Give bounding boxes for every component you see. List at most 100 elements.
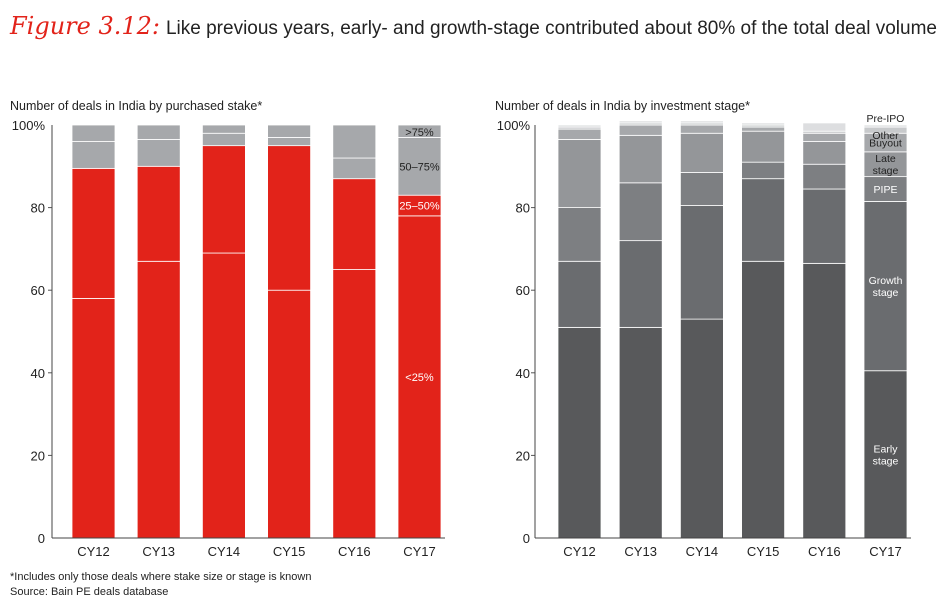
- bar-segment: [332, 124, 377, 159]
- x-tick-label: CY12: [563, 544, 596, 559]
- chart-title: Number of deals in India by purchased st…: [10, 99, 262, 113]
- bar-segment: [802, 141, 847, 165]
- bar-segment: [557, 128, 602, 140]
- bar-segment: [201, 145, 246, 254]
- bar-segment: [679, 124, 724, 134]
- bar-segment: [201, 252, 246, 539]
- y-tick-label: 100%: [497, 118, 531, 133]
- series-label: <25%: [405, 372, 434, 384]
- bar-segment: [741, 126, 786, 132]
- x-tick-label: CY14: [686, 544, 719, 559]
- x-tick-label: CY16: [338, 544, 371, 559]
- bar-segment: [267, 124, 312, 138]
- bar-segment: [741, 260, 786, 539]
- source-note: Source: Bain PE deals database: [10, 586, 169, 598]
- bar-segment: [136, 165, 181, 262]
- x-tick-label: CY13: [624, 544, 657, 559]
- x-tick-label: CY12: [77, 544, 110, 559]
- bar-segment: [802, 122, 847, 132]
- bar-segment: [679, 172, 724, 206]
- bar-segment: [741, 178, 786, 262]
- series-label: Buyout: [869, 138, 902, 150]
- bar-segment: [267, 289, 312, 539]
- y-tick-label: 20: [31, 448, 45, 463]
- y-tick-label: 20: [516, 448, 530, 463]
- y-tick-label: 0: [38, 531, 45, 546]
- bar-segment: [618, 124, 663, 136]
- x-tick-label: CY16: [808, 544, 841, 559]
- bar-segment: [618, 120, 663, 124]
- series-label: 25–50%: [399, 201, 440, 213]
- stage-chart: Number of deals in India by investment s…: [495, 99, 911, 559]
- bar-segment: [802, 163, 847, 190]
- bar-segment: [332, 178, 377, 270]
- bar-segment: [802, 132, 847, 142]
- x-tick-label: CY13: [142, 544, 175, 559]
- bar-segment: [741, 122, 786, 126]
- bar-segment: [136, 260, 181, 539]
- bar-segment: [741, 161, 786, 180]
- series-label: Other: [872, 130, 899, 142]
- bar-segment: [863, 370, 908, 539]
- x-tick-label: CY14: [208, 544, 241, 559]
- bar-segment: [679, 318, 724, 539]
- x-tick-label: CY17: [403, 544, 436, 559]
- bar-segment: [679, 120, 724, 124]
- footnote: *Includes only those deals where stake s…: [10, 571, 312, 583]
- bar-segment: [802, 262, 847, 539]
- figure-title: Figure 3.12: Like previous years, early- …: [10, 12, 937, 40]
- y-tick-label: 60: [516, 283, 530, 298]
- bar-segment: [397, 136, 442, 196]
- series-label: Late stage: [873, 153, 899, 177]
- series-label: PIPE: [874, 184, 898, 196]
- bar-segment: [267, 136, 312, 147]
- bar-segment: [71, 141, 116, 169]
- bar-segment: [741, 130, 786, 163]
- series-label: Growth stage: [869, 275, 903, 299]
- y-tick-label: 80: [31, 201, 45, 216]
- x-tick-label: CY15: [273, 544, 306, 559]
- series-label: Pre-IPO: [867, 113, 905, 125]
- chart-title: Number of deals in India by investment s…: [495, 99, 750, 113]
- bar-segment: [136, 124, 181, 140]
- bar-segment: [802, 188, 847, 264]
- bar-segment: [267, 145, 312, 291]
- y-tick-label: 60: [31, 283, 45, 298]
- bar-segment: [557, 124, 602, 128]
- series-label: >75%: [405, 127, 434, 139]
- bar-segment: [71, 124, 116, 142]
- bar-segment: [397, 124, 442, 138]
- bar-segment: [863, 176, 908, 202]
- bar-segment: [71, 167, 116, 299]
- bar-segment: [557, 207, 602, 262]
- bar-segment: [618, 134, 663, 184]
- figure-headline: Like previous years, early- and growth-s…: [165, 18, 937, 39]
- bar-segment: [557, 326, 602, 539]
- bar-segment: [679, 205, 724, 320]
- y-tick-label: 100%: [12, 118, 46, 133]
- y-tick-label: 80: [516, 201, 530, 216]
- y-tick-label: 0: [523, 531, 530, 546]
- stake-chart: Number of deals in India by purchased st…: [10, 99, 445, 559]
- x-tick-label: CY17: [869, 544, 902, 559]
- x-tick-label: CY15: [747, 544, 780, 559]
- series-label: Early stage: [873, 443, 899, 467]
- bar-segment: [557, 260, 602, 328]
- bar-segment: [618, 326, 663, 539]
- y-tick-label: 40: [516, 366, 530, 381]
- series-label: 50–75%: [399, 161, 440, 173]
- bar-segment: [332, 157, 377, 180]
- bar-segment: [201, 124, 246, 134]
- bar-segment: [679, 132, 724, 173]
- y-tick-label: 40: [31, 366, 45, 381]
- bar-segment: [557, 139, 602, 208]
- bar-segment: [863, 124, 908, 128]
- bar-segment: [201, 132, 246, 147]
- bar-segment: [618, 240, 663, 328]
- bar-segment: [863, 151, 908, 178]
- bar-segment: [332, 269, 377, 539]
- bar-segment: [71, 298, 116, 539]
- bar-segment: [618, 182, 663, 242]
- bar-segment: [136, 139, 181, 167]
- figure-label: Figure 3.12:: [10, 12, 160, 40]
